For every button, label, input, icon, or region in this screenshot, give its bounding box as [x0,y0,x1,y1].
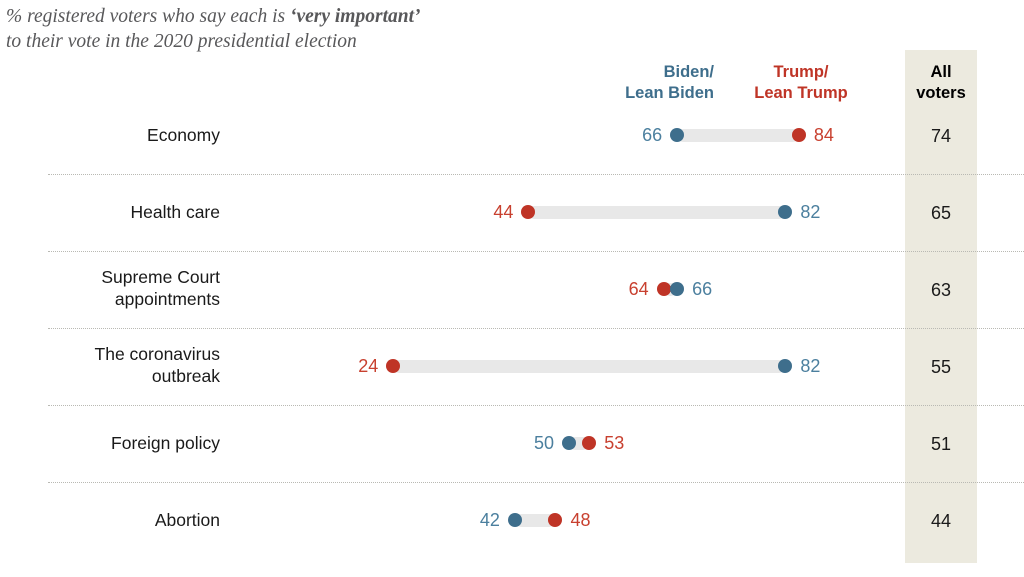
row-category-label: Economy [147,125,220,145]
column-header-biden-line1: Biden/ [663,63,714,81]
row-separator [48,174,1024,175]
row-separator [48,405,1024,406]
chart-row: Supreme Court appointments 64 66 [0,251,1024,328]
data-point-biden [670,282,685,296]
chart-row: Economy 66 84 [0,97,1024,174]
chart-row: Foreign policy 50 53 [0,405,1024,482]
data-point-trump [791,128,806,142]
row-category-label-line2: outbreak [151,366,220,386]
data-point-biden [778,205,793,219]
data-value-biden: 42 [479,510,500,530]
row-connector-bar [393,359,786,373]
subtitle-line1-text: % registered voters who say each is [6,6,290,27]
data-value-trump: 44 [493,202,514,222]
row-separator [48,328,1024,329]
row-category-label: The coronavirus outbreak [20,343,220,387]
column-header-trump: Trump/ Lean Trump [726,62,876,104]
data-point-trump [521,205,536,219]
column-header-biden-line2: Lean Biden [625,84,714,102]
row-category-label: Foreign policy [111,433,220,453]
all-voters-value: 55 [930,357,952,377]
chart-row: Abortion 42 48 [0,482,1024,559]
data-point-trump [548,513,563,527]
data-point-trump [582,436,597,450]
data-value-biden: 66 [692,279,713,299]
data-point-biden [778,359,793,373]
data-point-trump [386,359,401,373]
data-value-biden: 82 [800,356,821,376]
row-category-label-line1: Supreme Court [101,267,220,287]
data-value-biden: 50 [533,433,554,453]
column-header-trump-line1: Trump/ [773,63,829,81]
row-category-label-line1: The coronavirus [94,344,220,364]
data-value-trump: 64 [628,279,649,299]
chart-row: Health care 44 82 [0,174,1024,251]
row-separator [48,251,1024,252]
all-voters-value: 74 [930,126,952,146]
chart-subtitle: % registered voters who say each is ‘ver… [6,4,646,54]
column-header-all-line1: All [930,63,952,81]
data-point-biden [507,513,522,527]
chart-row: The coronavirus outbreak 24 82 [0,328,1024,405]
all-voters-value: 44 [930,511,952,531]
all-voters-value: 51 [930,434,952,454]
data-value-trump: 48 [570,510,591,530]
row-category-label: Supreme Court appointments [20,266,220,310]
column-header-all-line2: voters [916,84,966,102]
row-connector-bar [514,513,556,527]
data-value-trump: 24 [358,356,379,376]
column-header-all-voters: All voters [905,62,977,104]
data-value-trump: 84 [813,125,834,145]
data-point-biden [562,436,576,450]
column-header-biden: Biden/ Lean Biden [562,62,714,104]
data-value-biden: 66 [642,125,663,145]
column-header-trump-line2: Lean Trump [754,84,848,102]
all-voters-value: 63 [930,280,952,300]
data-point-trump [656,282,671,296]
row-category-label: Health care [130,202,221,222]
all-voters-value: 65 [930,203,952,223]
data-point-biden [670,128,685,142]
row-separator [48,482,1024,483]
subtitle-line2-text: to their vote in the 2020 presidential e… [6,31,357,52]
row-category-label: Abortion [154,510,220,530]
all-voters-panel [905,50,977,563]
row-category-label-line2: appointments [114,289,220,309]
subtitle-emphasis: ‘very important’ [289,6,421,27]
data-value-trump: 53 [604,433,625,453]
row-connector-bar [677,128,799,142]
row-connector-bar [528,205,786,219]
data-value-biden: 82 [800,202,821,222]
